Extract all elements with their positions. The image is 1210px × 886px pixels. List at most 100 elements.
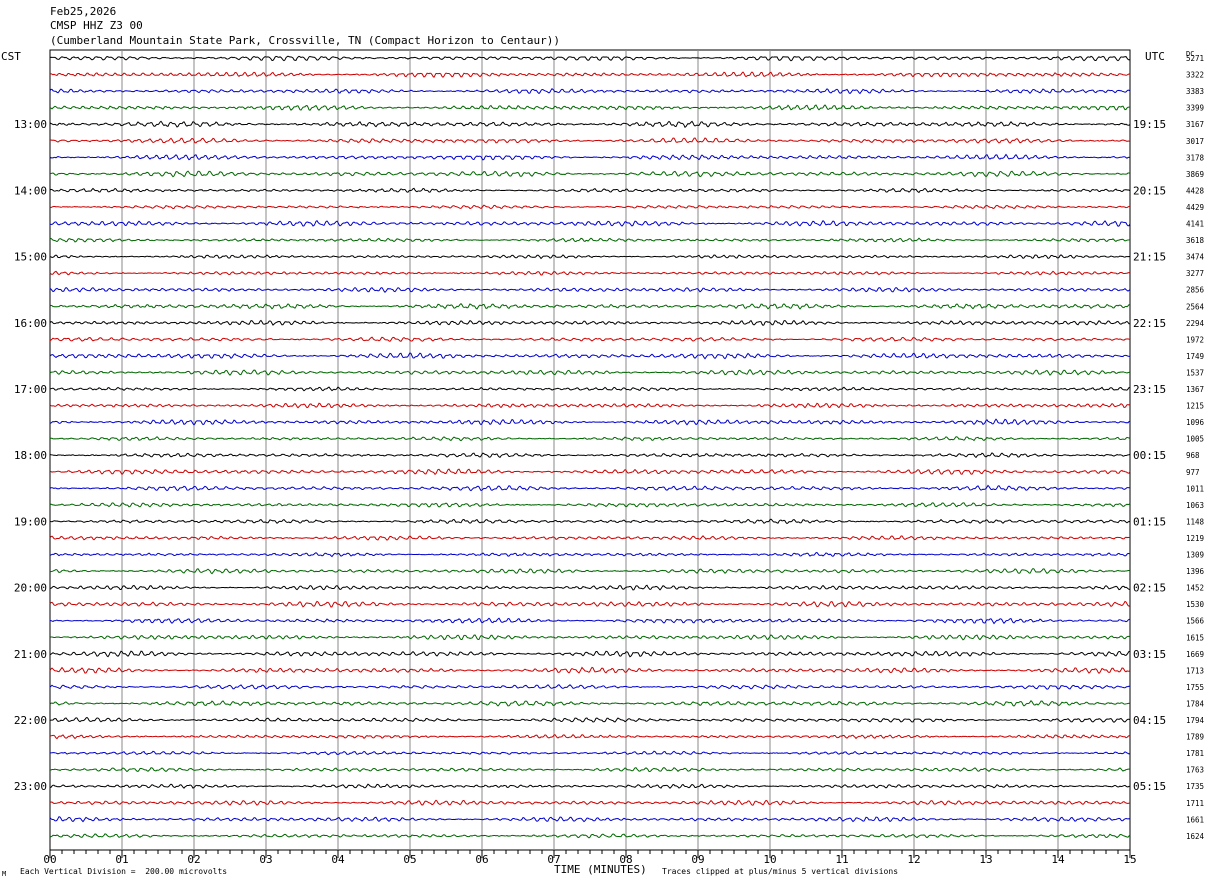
left-hour-label: 20:00 [14,582,47,595]
dc-offset-value: 3474 [1186,253,1205,262]
x-tick-label: 06 [475,853,488,866]
seismic-trace [49,634,1131,641]
dc-offset-value: 1789 [1186,733,1204,742]
seismic-trace [49,254,1131,260]
x-tick-label: 13 [979,853,992,866]
left-hour-label: 23:00 [14,780,47,793]
dc-offset-value: 1537 [1186,368,1204,377]
left-hour-label: 17:00 [14,383,47,396]
seismic-trace [49,137,1131,144]
dc-offset-value: 1735 [1186,782,1204,791]
x-tick-label: 15 [1123,853,1136,866]
left-hour-label: 14:00 [14,184,47,197]
seismic-trace [49,319,1131,326]
seismic-trace [49,650,1131,658]
station-label: CMSP HHZ Z3 00 [50,19,143,32]
left-hour-label: 18:00 [14,449,47,462]
seismic-trace [49,352,1131,360]
seismic-trace [49,436,1131,442]
dc-offset-value: 3399 [1186,104,1204,113]
dc-offset-value: 3869 [1186,170,1204,179]
dc-offset-value: 1309 [1186,551,1204,560]
seismic-trace [49,799,1131,806]
seismic-trace [49,617,1131,625]
right-timezone-label: UTC [1145,50,1165,63]
x-tick-label: 12 [907,853,920,866]
dc-offset-value: 1219 [1186,534,1204,543]
dc-offset-value: 3017 [1186,137,1204,146]
seismic-trace [49,468,1131,476]
dc-offset-value: 1096 [1186,418,1205,427]
dc-offset-value: 1972 [1186,335,1204,344]
x-axis-label: TIME (MINUTES) [554,863,647,876]
seismic-trace [49,120,1131,129]
x-tick-label: 04 [331,853,345,866]
seismic-trace [49,584,1131,591]
seismic-trace [49,766,1131,773]
date-label: Feb25,2026 [50,5,117,18]
seismic-trace [49,551,1131,558]
x-tick-label: 03 [259,853,272,866]
right-hour-label: 19:15 [1133,118,1166,131]
left-hour-label: 16:00 [14,317,47,330]
dc-offset-value: 968 [1186,451,1200,460]
seismic-trace [49,55,1131,62]
seismic-trace [49,452,1131,459]
seismic-trace [49,418,1131,426]
x-tick-label: 07 [547,853,560,866]
dc-offset-value: 1713 [1186,666,1204,675]
dc-offset-value: 2856 [1186,286,1205,295]
seismic-trace [49,369,1131,376]
dc-offset-value: 3178 [1186,153,1205,162]
x-tick-label: 14 [1051,853,1065,866]
dc-offset-value: 1063 [1186,501,1204,510]
seismic-trace [49,484,1131,492]
dc-offset-value: 1367 [1186,385,1204,394]
dc-offset-value: 3277 [1186,269,1204,278]
dc-offset-value: 1711 [1186,799,1204,808]
location-label: (Cumberland Mountain State Park, Crossvi… [50,34,560,47]
plot-frame [49,49,1131,851]
left-hour-label: 15:00 [14,251,47,264]
seismic-trace [49,170,1131,178]
dc-offset-value: 4429 [1186,203,1204,212]
seismic-trace [49,816,1131,823]
dc-offset-value: 3167 [1186,120,1204,129]
seismic-trace [49,336,1131,342]
right-hour-label: 22:15 [1133,317,1166,330]
dc-offset-value: 1615 [1186,633,1204,642]
seismic-trace [49,684,1131,690]
dc-offset-value: 1530 [1186,600,1205,609]
seismic-trace [49,750,1131,756]
seismic-trace [49,237,1131,243]
right-hour-label: 21:15 [1133,251,1166,264]
dc-offset-value: 1755 [1186,683,1204,692]
dc-offset-value: 1215 [1186,402,1204,411]
right-hour-label: 05:15 [1133,780,1166,793]
seismic-trace [49,153,1131,161]
dc-offset-value: 1784 [1186,699,1205,708]
dc-offset-value: 5271 [1186,54,1204,63]
seismic-trace [49,204,1131,210]
seismic-trace [49,71,1131,78]
seismic-trace [49,833,1131,839]
dc-offset-value: 1148 [1186,517,1205,526]
seismic-trace [49,783,1131,789]
seismic-trace [49,219,1131,227]
dc-offset-value: 3618 [1186,236,1205,245]
scale-note: Each Vertical Division = 200.00 microvol… [20,867,228,876]
right-hour-label: 00:15 [1133,449,1166,462]
x-tick-label: 00 [43,853,56,866]
x-tick-label: 09 [691,853,704,866]
dc-offset-value: 977 [1186,468,1200,477]
right-hour-label: 01:15 [1133,515,1166,528]
dc-offset-value: 1794 [1186,716,1205,725]
seismic-trace [49,700,1131,707]
dc-offset-value: 1661 [1186,815,1204,824]
seismic-trace [49,733,1131,740]
seismic-trace [49,187,1131,194]
right-hour-label: 03:15 [1133,648,1166,661]
left-timezone-label: CST [1,50,21,63]
x-tick-label: 02 [187,853,200,866]
